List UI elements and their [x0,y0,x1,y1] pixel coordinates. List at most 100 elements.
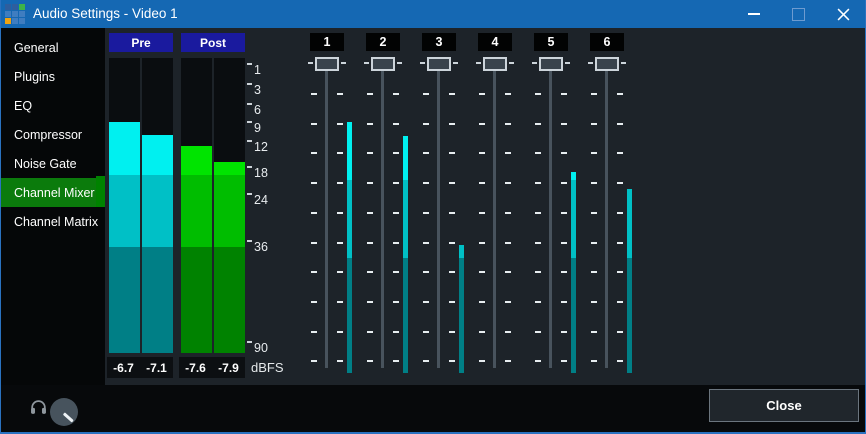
meter-unlit-region [181,58,212,146]
fader-tick [311,271,317,273]
fader-tick [561,242,567,244]
fader-tick [337,152,343,154]
channel-header-3: 3 [422,33,456,51]
fader-handle-tick [397,62,402,64]
fader-handle-tick [364,62,369,64]
channel-header-1: 1 [310,33,344,51]
meter-value-box: -7.9 [212,357,245,378]
fader-tick [479,301,485,303]
fader-tick [535,242,541,244]
fader-tick [505,242,511,244]
meter-value: -7.9 [218,360,239,375]
fader-tick [423,242,429,244]
sidebar-item-label: EQ [14,98,33,113]
channel-number: 6 [603,35,611,49]
meter-segment [214,247,245,353]
fader-tick [505,123,511,125]
window-title: Audio Settings - Video 1 [33,6,178,21]
meter-value: -6.7 [113,360,134,375]
fader-tick [617,93,623,95]
fader-handle-4[interactable] [483,57,507,71]
fader-track-4[interactable] [493,64,496,368]
fader-tick [505,360,511,362]
fader-tick [393,152,399,154]
sidebar-item-eq[interactable]: EQ [1,91,105,120]
minimize-button[interactable] [731,0,776,28]
fader-tick [591,212,597,214]
fader-handle-tick [476,62,481,64]
fader-tick [423,212,429,214]
fader-handle-3[interactable] [427,57,451,71]
fader-handle-6[interactable] [595,57,619,71]
fader-track-6[interactable] [605,64,608,368]
fader-handle-2[interactable] [371,57,395,71]
fader-tick [367,182,373,184]
footer-bar: Close [1,385,865,432]
fader-handle-tick [509,62,514,64]
fader-tick [449,123,455,125]
channel-meter-segment [403,258,408,373]
meter-value-box: -7.1 [140,357,173,378]
fader-tick [423,271,429,273]
fader-handle-1[interactable] [315,57,339,71]
fader-tick [449,271,455,273]
maximize-button[interactable] [776,0,821,28]
fader-track-2[interactable] [381,64,384,368]
fader-tick [393,360,399,362]
fader-tick [367,123,373,125]
scale-label: 1 [254,63,261,77]
fader-tick [449,212,455,214]
fader-tick [449,152,455,154]
pre-label: Pre [131,35,151,50]
scale-label: 24 [254,193,268,207]
fader-tick [617,331,623,333]
sidebar-item-plugins[interactable]: Plugins [1,62,105,91]
fader-tick [591,301,597,303]
fader-track-3[interactable] [437,64,440,368]
fader-tick [617,242,623,244]
fader-track-5[interactable] [549,64,552,368]
headphones-icon[interactable] [29,398,48,417]
fader-tick [311,360,317,362]
sidebar-item-channel-matrix[interactable]: Channel Matrix [1,207,105,236]
fader-handle-5[interactable] [539,57,563,71]
fader-tick [393,212,399,214]
meter-unlit-region [214,58,245,162]
sidebar-item-general[interactable]: General [1,33,105,62]
fader-tick [423,331,429,333]
headphone-volume-knob[interactable] [50,398,78,426]
fader-tick [561,212,567,214]
channel-meter-segment [571,172,576,180]
close-icon [837,8,850,20]
fader-tick [617,301,623,303]
sidebar-item-label: Channel Mixer [14,185,95,200]
fader-tick [591,123,597,125]
fader-tick [449,242,455,244]
fader-tick [337,360,343,362]
fader-tick [393,123,399,125]
fader-tick [479,242,485,244]
fader-tick [311,331,317,333]
meter-column-post-r [214,58,245,353]
sidebar-item-compressor[interactable]: Compressor [1,120,105,149]
sidebar-item-channel-mixer[interactable]: Channel Mixer [1,178,105,207]
close-button[interactable]: Close [709,389,859,422]
scale-tick [247,193,252,195]
meter-column-post-l [181,58,212,353]
fader-tick [449,93,455,95]
channel-meter-segment [571,258,576,373]
fader-tick [337,212,343,214]
fader-tick [505,152,511,154]
fader-handle-tick [588,62,593,64]
fader-tick [591,360,597,362]
fader-track-1[interactable] [325,64,328,368]
fader-tick [337,123,343,125]
fader-tick [423,301,429,303]
maximize-icon [792,7,805,21]
sidebar-item-noise-gate[interactable]: Noise Gate [1,149,105,178]
scale-label: 90 [254,341,268,355]
channel-number: 3 [435,35,443,49]
close-window-button[interactable] [821,0,865,28]
sidebar-item-label: General [14,40,59,55]
scale-tick [247,121,252,123]
